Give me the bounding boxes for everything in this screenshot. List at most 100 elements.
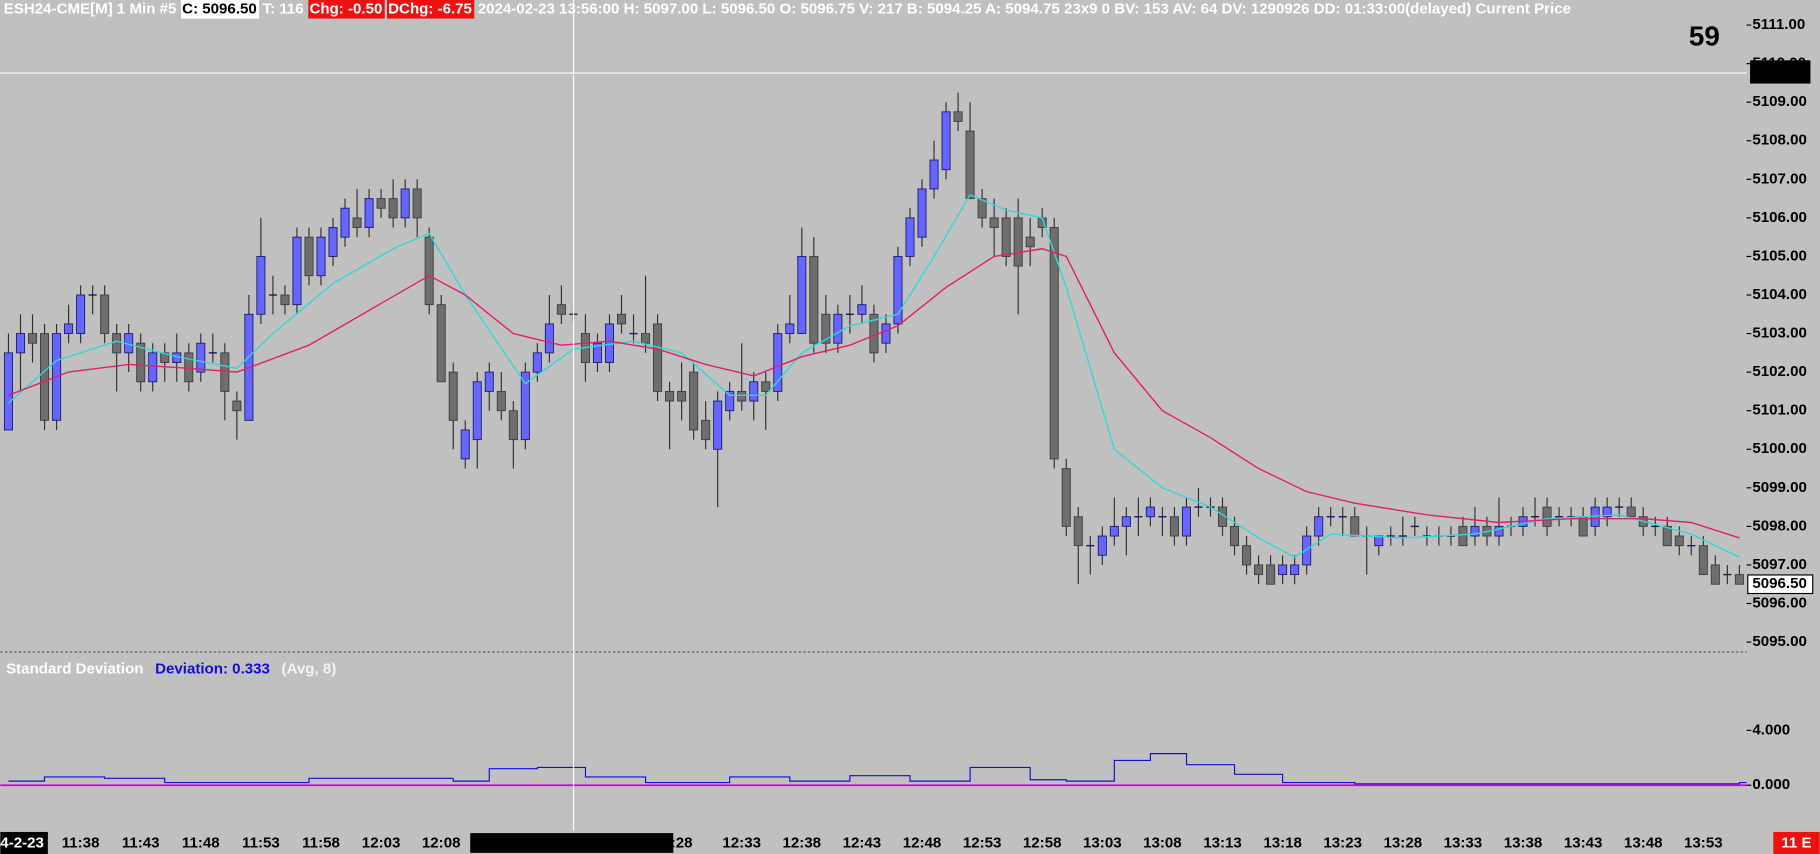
candle-body [1350, 516, 1360, 537]
crosshair-price-box [1750, 60, 1811, 84]
candle-body [400, 188, 410, 219]
y-tick-label: 5109.00 [1752, 93, 1807, 110]
candle-body [40, 333, 50, 421]
candle-body [100, 294, 110, 335]
candle-body [965, 130, 975, 200]
candle-body [148, 352, 158, 383]
x-tick-label: 11:43 [122, 835, 160, 852]
candle-body [1061, 468, 1071, 527]
header-box [308, 0, 385, 19]
moving-average [8, 248, 1740, 539]
candle-body [1049, 227, 1059, 460]
candle-body [1278, 564, 1288, 576]
y-tick-label: 5107.00 [1752, 170, 1807, 187]
candle-body [1698, 545, 1708, 576]
candle-body [112, 333, 122, 354]
x-tick-label: 12:53 [963, 835, 1002, 852]
std-dev-line [8, 753, 1747, 785]
candle-body [388, 198, 398, 219]
candle-body [917, 188, 927, 238]
candle-body [1025, 236, 1035, 248]
y-tick-label: 5108.00 [1752, 132, 1807, 149]
x-tick-label: 13:18 [1263, 835, 1302, 852]
x-tick-label: 12:38 [783, 835, 822, 852]
y-tick-label: 5096.00 [1752, 594, 1807, 611]
x-tick-label: 13:08 [1143, 835, 1182, 852]
candle-body [496, 390, 506, 412]
candle-body [220, 352, 230, 392]
candle-body [1494, 525, 1504, 537]
candle-body [989, 217, 999, 228]
candle-body [292, 236, 302, 306]
date-box [0, 831, 48, 854]
y-tick-label: 5101.00 [1752, 402, 1807, 419]
y-tick-label: 5099.00 [1752, 479, 1807, 496]
y-tick-label: 5110.00 [1752, 55, 1806, 72]
candle-body [520, 371, 530, 441]
candle-body [929, 159, 939, 190]
y-tick-label: 5098.00 [1752, 517, 1807, 534]
candle-body [701, 419, 711, 441]
candle-body [677, 390, 687, 402]
candle-body [196, 342, 206, 373]
candle-body [1266, 564, 1276, 585]
countdown: 59 [1689, 21, 1720, 52]
candle-body [1242, 545, 1252, 566]
candle-body [1097, 535, 1107, 556]
candle-body [749, 381, 759, 402]
candle-body [448, 371, 458, 421]
y-tick-label: 5111.00 [1752, 16, 1805, 33]
x-tick-label: 12:33 [722, 835, 761, 852]
candle-body [953, 111, 963, 122]
x-tick-label: 13:33 [1444, 835, 1483, 852]
candle-body [1109, 525, 1119, 537]
candle-body [412, 188, 422, 219]
candle-body [3, 352, 14, 431]
x-tick-label: 13:28 [1384, 835, 1423, 852]
candle-body [328, 227, 338, 257]
header-box [181, 0, 260, 19]
candle-body [436, 304, 446, 383]
day-change: DChg: -6.75 [388, 0, 472, 17]
candle-body [1602, 506, 1612, 518]
candle-body [809, 255, 819, 344]
candle-body [977, 198, 987, 219]
candle-body [544, 323, 554, 354]
change: Chg: -0.50 [309, 0, 382, 17]
candle-body [1121, 516, 1131, 527]
date-label: 4-2-23 [0, 835, 44, 852]
candle-body [1013, 217, 1023, 267]
candle-body [785, 323, 795, 335]
y-tick-label: 5097.00 [1752, 556, 1807, 573]
x-tick-label: 13:48 [1624, 835, 1663, 852]
candle-body [1458, 525, 1468, 547]
x-tick-label: 12:08 [422, 835, 461, 852]
candle-body [532, 352, 542, 373]
candle-body [340, 207, 350, 238]
current-price-label: 5096.50 [1752, 575, 1807, 592]
y-tick-label: 5104.00 [1752, 286, 1807, 303]
candle-body [1290, 564, 1300, 576]
candle-body [364, 198, 374, 228]
y-tick-label: 5102.00 [1752, 363, 1807, 380]
chart-layer [0, 92, 1747, 787]
x-tick-label: 13:23 [1323, 835, 1362, 852]
candle-body [508, 410, 518, 441]
time-box [470, 833, 674, 853]
candle-body [821, 313, 831, 344]
candle-body [1578, 516, 1588, 537]
candle-body [881, 323, 891, 344]
candle-body [304, 236, 314, 277]
candle-body [160, 352, 170, 363]
corner-label: 11 E [1781, 835, 1811, 852]
corner-box [1773, 831, 1820, 854]
candle-body [184, 352, 194, 383]
candle-body [352, 217, 362, 228]
candle-body [1470, 525, 1480, 537]
candle-body [472, 381, 482, 441]
candle-body [665, 390, 675, 402]
x-tick-label: 11:58 [302, 835, 340, 852]
candle-body [460, 429, 470, 460]
